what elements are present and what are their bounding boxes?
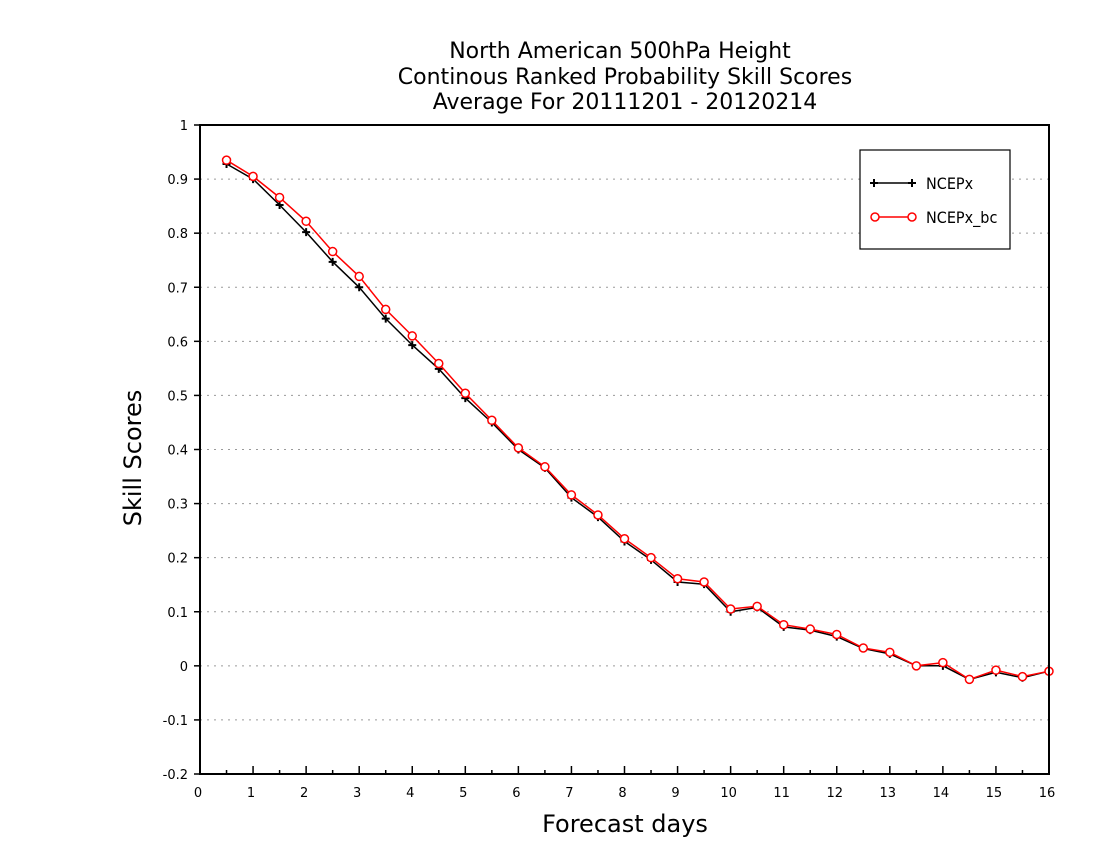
x-tick-label: 6 <box>512 786 520 801</box>
data-point-ncepx-bc <box>513 443 524 453</box>
data-point-ncepx-bc <box>248 171 258 182</box>
data-point-ncepx-bc <box>858 643 869 653</box>
y-tick-label: 0.6 <box>167 335 188 350</box>
data-point-ncepx-bc <box>938 657 948 668</box>
x-tick-label: 5 <box>459 786 467 801</box>
data-point-ncepx <box>381 314 390 323</box>
y-tick-label: -0.2 <box>163 768 188 783</box>
data-point-ncepx-bc <box>407 331 417 341</box>
x-axis: 0 1 2 3 4 5 6 7 8 9 10 11 12 13 14 15 16 <box>194 766 1055 801</box>
data-point-ncepx-bc <box>301 216 311 227</box>
y-tick-label: 0.2 <box>167 552 188 567</box>
x-tick-label: 4 <box>406 786 414 801</box>
data-point-ncepx <box>275 201 284 210</box>
data-point-ncepx-bc <box>672 574 683 584</box>
legend-ncepx-bc-label: NCEPx_bc <box>926 208 997 228</box>
legend: NCEPx NCEPx_bc <box>859 149 1011 250</box>
data-point-ncepx-bc <box>274 192 285 203</box>
data-point-ncepx <box>408 341 417 350</box>
x-tick-label: 8 <box>618 786 626 801</box>
data-point-ncepx-bc <box>646 552 656 563</box>
x-tick-label: 7 <box>565 786 573 801</box>
legend-ncepx-marker-right <box>908 179 916 187</box>
x-tick-label: 14 <box>933 786 950 801</box>
data-point-ncepx-bc <box>327 246 338 257</box>
x-tick-label: 12 <box>826 786 843 801</box>
y-tick-label: 1 <box>180 119 188 134</box>
y-tick-label: 0.7 <box>167 281 188 296</box>
data-point-ncepx-bc <box>1017 671 1028 682</box>
x-tick-label: 2 <box>300 786 308 801</box>
x-tick-label: 15 <box>986 786 1003 801</box>
chart-title-line-1: North American 500hPa Height <box>449 39 791 64</box>
data-point-ncepx-bc <box>380 304 391 315</box>
legend-ncepx-marker-left <box>870 179 878 187</box>
y-tick-label: 0 <box>180 660 188 675</box>
y-tick-label: 0.8 <box>167 227 188 242</box>
data-point-ncepx <box>355 283 364 292</box>
data-point-ncepx-bc <box>566 490 577 500</box>
series-layer <box>221 155 1054 685</box>
data-point-ncepx-bc <box>911 661 922 671</box>
legend-box <box>859 149 1011 250</box>
chart-title-line-3: Average For 20111201 - 20120214 <box>433 90 818 115</box>
data-point-ncepx-bc <box>991 665 1001 675</box>
series-line-ncepx-bc <box>226 159 1050 681</box>
data-point-ncepx-bc <box>752 601 762 612</box>
x-tick-label: 16 <box>1039 786 1056 801</box>
data-point-ncepx <box>328 257 337 266</box>
data-point-ncepx-bc <box>593 510 603 520</box>
y-tick-label: -0.1 <box>163 714 188 729</box>
data-point-ncepx-bc <box>699 577 709 587</box>
data-point-ncepx-bc <box>964 674 975 685</box>
x-tick-label: 13 <box>880 786 897 801</box>
data-point-ncepx-bc <box>885 647 895 658</box>
x-tick-label: 10 <box>720 786 737 801</box>
chart-title: North American 500hPa Height Continous R… <box>398 39 852 115</box>
data-point-ncepx <box>302 228 311 237</box>
x-axis-title: Forecast days <box>542 810 708 838</box>
chart-title-line-2: Continous Ranked Probability Skill Score… <box>398 65 852 90</box>
legend-ncepx-label: NCEPx <box>926 174 974 193</box>
y-tick-label: 0.4 <box>167 444 188 459</box>
data-point-ncepx-bc <box>434 358 444 369</box>
grid-lines <box>200 178 1049 721</box>
legend-ncepx-bc-marker-right <box>907 212 917 222</box>
y-axis-title: Skill Scores <box>119 390 147 527</box>
data-point-ncepx-bc <box>460 388 471 399</box>
data-point-ncepx-bc <box>354 271 364 282</box>
y-tick-label: 0.1 <box>167 606 188 621</box>
data-point-ncepx-bc <box>778 619 789 630</box>
x-tick-label: 1 <box>247 786 255 801</box>
data-point-ncepx-bc <box>540 462 550 472</box>
y-tick-label: 0.9 <box>167 173 188 188</box>
data-point-ncepx-bc <box>487 415 497 426</box>
legend-ncepx-bc-marker-left <box>870 212 880 222</box>
data-point-ncepx-bc <box>221 155 232 165</box>
y-axis: -0.2 -0.1 0 0.1 0.2 0.3 0.4 0.5 0.6 0.7 0.8 0.9 1 <box>163 119 200 783</box>
data-point-ncepx-bc <box>832 629 842 640</box>
x-tick-label: 11 <box>773 786 790 801</box>
x-tick-label: 9 <box>671 786 679 801</box>
x-tick-label: 3 <box>353 786 361 801</box>
data-point-ncepx-bc <box>619 533 630 544</box>
y-tick-label: 0.3 <box>167 498 188 513</box>
y-tick-label: 0.5 <box>167 389 188 404</box>
x-tick-label: 0 <box>194 786 202 801</box>
data-point-ncepx-bc <box>805 624 815 634</box>
data-point-ncepx-bc <box>725 604 736 614</box>
